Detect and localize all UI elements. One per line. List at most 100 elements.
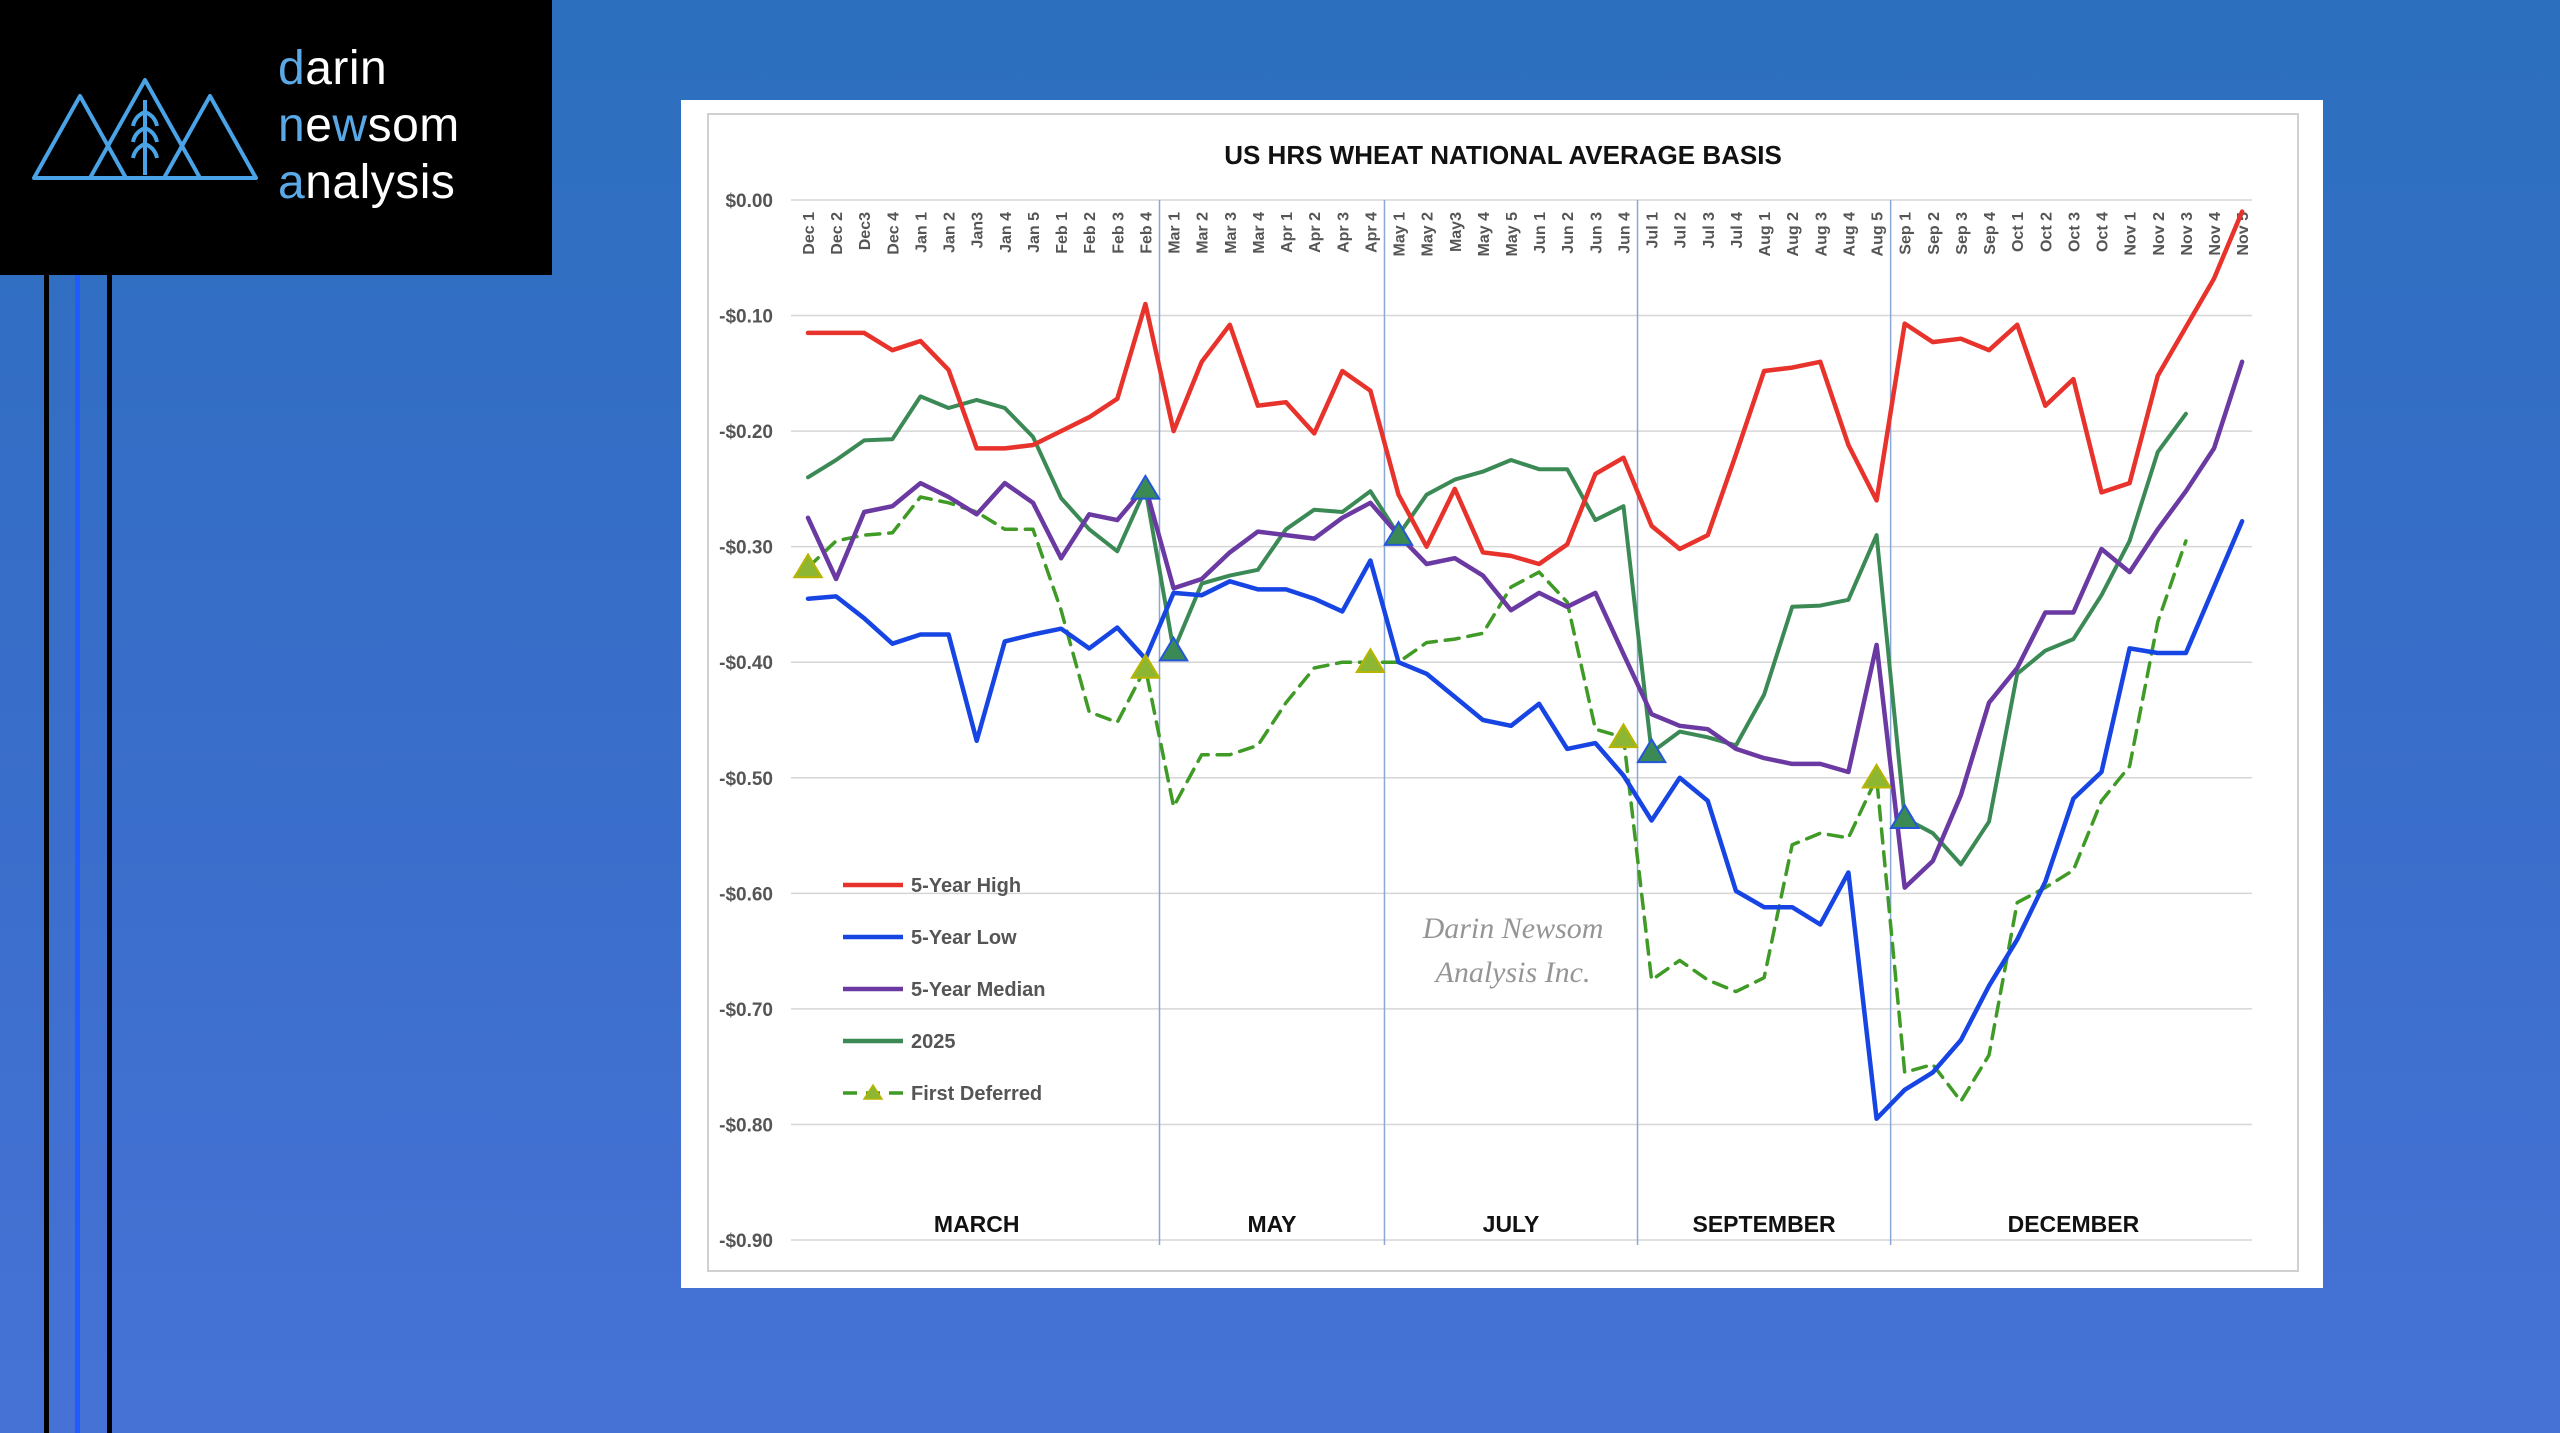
watermark-line-1: Darin Newsom — [1422, 912, 1604, 945]
x-tick-label: Jun 2 — [1560, 212, 1577, 254]
contract-label: JULY — [1483, 1211, 1540, 1237]
x-tick-label: Jan3 — [970, 212, 987, 249]
x-tick-label: Feb 3 — [1110, 212, 1127, 254]
y-tick-label: -$0.10 — [719, 307, 773, 328]
chart-card: US HRS WHEAT NATIONAL AVERAGE BASIS $0.0… — [681, 100, 2323, 1288]
series-line-median — [805, 359, 2245, 890]
basis-line-chart: US HRS WHEAT NATIONAL AVERAGE BASIS $0.0… — [707, 113, 2299, 1272]
first-deferred-marker — [1861, 762, 1892, 789]
brand-wordmark: darin newsom analysis — [278, 40, 460, 211]
x-tick-label: Jul 4 — [1729, 212, 1746, 249]
mountain-logo-icon — [32, 78, 258, 180]
x-tick-label: Jan 5 — [1026, 212, 1043, 253]
brand-line-1: darin — [278, 42, 388, 95]
x-tick-label: Dec 2 — [829, 212, 846, 255]
marker-2025 — [1636, 737, 1668, 764]
x-tick-label: Sep 4 — [1982, 212, 1999, 255]
x-tick-label: Mar 2 — [1195, 212, 1212, 254]
contract-labels: MARCH MAY JULY SEPTEMBER DECEMBER — [934, 1211, 2140, 1237]
x-tick-label: Jul 1 — [1645, 212, 1662, 249]
watermark-line-2: Analysis Inc. — [1434, 956, 1591, 989]
x-tick-label: May 4 — [1476, 212, 1493, 257]
x-tick-label: Apr 1 — [1279, 212, 1296, 253]
y-tick-label: -$0.30 — [719, 538, 773, 559]
x-tick-label: Nov 3 — [2179, 212, 2196, 256]
series-line-low — [805, 518, 2245, 1121]
x-tick-label: Sep 3 — [1954, 212, 1971, 255]
plot-frame — [707, 113, 2299, 1272]
x-tick-label: Nov 1 — [2123, 212, 2140, 256]
legend-label: 5-Year Low — [911, 927, 1017, 949]
x-tick-label: Mar 1 — [1167, 212, 1184, 254]
x-tick-label: Jun 3 — [1588, 212, 1605, 254]
x-axis: Dec 1 Dec 2 Dec3 Dec 4 Jan 1 Jan 2 Jan3 Jan 4 Ja… — [801, 212, 2252, 257]
x-tick-label: Jun 1 — [1532, 212, 1549, 254]
contract-label: SEPTEMBER — [1693, 1211, 1837, 1237]
legend-label: 5-Year High — [911, 875, 1021, 897]
first-deferred-marker — [792, 552, 824, 579]
x-tick-label: Jul 2 — [1673, 212, 1690, 249]
x-tick-label: Nov 2 — [2151, 212, 2168, 256]
contract-dividers — [1158, 200, 1892, 1245]
x-tick-label: Oct 2 — [2038, 212, 2055, 252]
series-line-high — [805, 209, 2245, 567]
x-tick-label: Jan 1 — [913, 212, 930, 253]
y-tick-label: -$0.50 — [719, 769, 773, 790]
x-tick-label: Oct 4 — [2095, 212, 2112, 252]
x-tick-label: Dec 4 — [885, 212, 902, 255]
series-line-y2025 — [806, 394, 2188, 867]
x-tick-label: Feb 2 — [1082, 212, 1099, 254]
x-tick-label: Oct 1 — [2010, 212, 2027, 252]
y-tick-label: -$0.60 — [719, 884, 773, 905]
x-tick-label: Jun 4 — [1616, 212, 1633, 254]
y-tick-label: -$0.70 — [719, 1000, 773, 1021]
decor-line-black-1 — [44, 275, 49, 1433]
brand-line-3: analysis — [278, 156, 456, 209]
gridlines — [791, 199, 2253, 1241]
x-tick-label: Sep 2 — [1926, 212, 1943, 255]
x-tick-label: Apr 2 — [1307, 212, 1324, 253]
x-tick-label: Sep 1 — [1898, 212, 1915, 255]
x-tick-label: May3 — [1448, 212, 1465, 252]
x-tick-label: Aug 4 — [1841, 212, 1858, 257]
x-tick-label: Jul 3 — [1701, 212, 1718, 249]
decor-line-blue — [75, 275, 80, 1433]
x-tick-label: May 1 — [1392, 212, 1409, 257]
marker-2025 — [1130, 473, 1161, 500]
marker-2025 — [1889, 803, 1921, 829]
legend-label: First Deferred — [911, 1083, 1042, 1105]
chart-title: US HRS WHEAT NATIONAL AVERAGE BASIS — [1224, 140, 1782, 170]
x-tick-label: Feb 1 — [1054, 212, 1071, 254]
series-markers — [792, 473, 1921, 829]
y-tick-label: -$0.40 — [719, 653, 773, 674]
marker-2025 — [1158, 635, 1189, 662]
x-tick-label: Feb 4 — [1138, 212, 1155, 254]
brand-logo-panel: darin newsom analysis — [0, 0, 552, 275]
brand-line-2: newsom — [278, 99, 460, 152]
contract-label: MARCH — [934, 1211, 1020, 1237]
x-tick-label: Mar 3 — [1223, 212, 1240, 254]
y-tick-label: -$0.20 — [719, 422, 773, 443]
x-tick-label: Jan 4 — [998, 212, 1015, 253]
x-tick-label: Aug 1 — [1757, 212, 1774, 257]
x-tick-label: Apr 3 — [1335, 212, 1352, 253]
x-tick-label: Apr 4 — [1363, 212, 1380, 253]
decor-line-black-2 — [107, 275, 112, 1433]
x-tick-label: Jan 2 — [942, 212, 959, 253]
first-deferred-marker — [1608, 722, 1639, 749]
x-tick-label: Mar 4 — [1251, 212, 1268, 254]
series-line-first_deferred — [806, 495, 2188, 1104]
y-axis: $0.00 -$0.10 -$0.20 -$0.30 -$0.40 -$0.50 -$0.6… — [719, 191, 773, 1252]
first-deferred-marker — [1354, 647, 1386, 673]
y-tick-label: -$0.90 — [719, 1231, 773, 1252]
contract-label: DECEMBER — [2008, 1211, 2140, 1237]
series-lines — [805, 209, 2245, 1121]
x-tick-label: Oct 3 — [2066, 212, 2083, 252]
x-tick-label: Nov 4 — [2207, 212, 2224, 256]
x-tick-label: May 2 — [1420, 212, 1437, 257]
x-tick-label: Dec 1 — [801, 212, 818, 255]
marker-2025 — [1383, 520, 1414, 546]
y-tick-label: $0.00 — [725, 191, 773, 212]
legend-label: 2025 — [911, 1031, 956, 1053]
first-deferred-marker — [1130, 653, 1161, 679]
